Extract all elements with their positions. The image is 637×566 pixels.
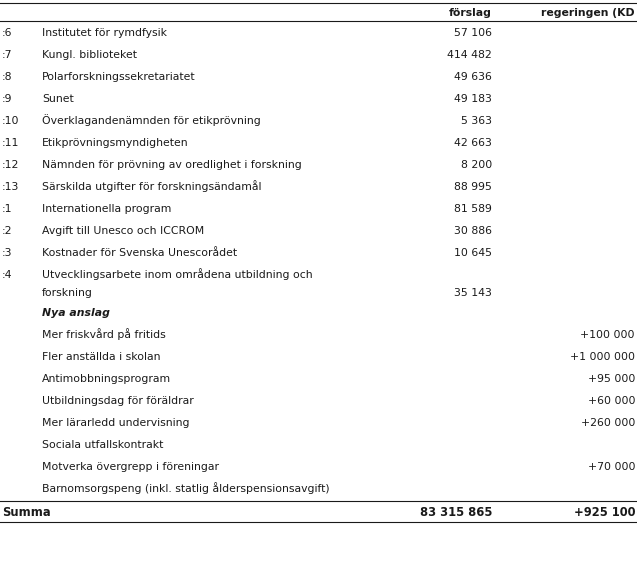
- Text: +100 000: +100 000: [580, 330, 635, 340]
- Text: 35 143: 35 143: [454, 288, 492, 298]
- Text: Nämnden för prövning av oredlighet i forskning: Nämnden för prövning av oredlighet i for…: [42, 160, 302, 170]
- Text: +260 000: +260 000: [580, 418, 635, 428]
- Text: Summa: Summa: [2, 506, 50, 519]
- Text: Överklagandenämnden för etikprövning: Överklagandenämnden för etikprövning: [42, 114, 261, 126]
- Text: 88 995: 88 995: [454, 182, 492, 192]
- Text: regeringen (KD: regeringen (KD: [541, 8, 635, 18]
- Text: 8 200: 8 200: [461, 160, 492, 170]
- Text: +70 000: +70 000: [587, 462, 635, 472]
- Text: +1 000 000: +1 000 000: [570, 352, 635, 362]
- Text: Utbildningsdag för föräldrar: Utbildningsdag för föräldrar: [42, 396, 194, 406]
- Text: 57 106: 57 106: [454, 28, 492, 38]
- Text: :12: :12: [2, 160, 19, 170]
- Text: Kostnader för Svenska Unescorådet: Kostnader för Svenska Unescorådet: [42, 248, 237, 258]
- Text: Fler anställda i skolan: Fler anställda i skolan: [42, 352, 161, 362]
- Text: Sunet: Sunet: [42, 94, 74, 104]
- Text: :13: :13: [2, 182, 19, 192]
- Text: 414 482: 414 482: [447, 50, 492, 60]
- Text: :4: :4: [2, 270, 13, 280]
- Text: 49 636: 49 636: [454, 72, 492, 82]
- Text: Antimobbningsprogram: Antimobbningsprogram: [42, 374, 171, 384]
- Text: :3: :3: [2, 248, 13, 258]
- Text: Internationella program: Internationella program: [42, 204, 171, 214]
- Text: :2: :2: [2, 226, 13, 236]
- Text: :8: :8: [2, 72, 13, 82]
- Text: forskning: forskning: [42, 288, 93, 298]
- Text: Nya anslag: Nya anslag: [42, 308, 110, 318]
- Text: Avgift till Unesco och ICCROM: Avgift till Unesco och ICCROM: [42, 226, 204, 236]
- Text: förslag: förslag: [449, 8, 492, 18]
- Text: 30 886: 30 886: [454, 226, 492, 236]
- Text: Etikprövningsmyndigheten: Etikprövningsmyndigheten: [42, 138, 189, 148]
- Text: 42 663: 42 663: [454, 138, 492, 148]
- Text: 49 183: 49 183: [454, 94, 492, 104]
- Text: 10 645: 10 645: [454, 248, 492, 258]
- Text: :10: :10: [2, 116, 20, 126]
- Text: Sociala utfallskontrakt: Sociala utfallskontrakt: [42, 440, 163, 450]
- Text: :7: :7: [2, 50, 13, 60]
- Text: 5 363: 5 363: [461, 116, 492, 126]
- Text: Polarforskningssekretariatet: Polarforskningssekretariatet: [42, 72, 196, 82]
- Text: Särskilda utgifter för forskningsändamål: Särskilda utgifter för forskningsändamål: [42, 180, 262, 192]
- Text: +60 000: +60 000: [587, 396, 635, 406]
- Text: Utvecklingsarbete inom områdena utbildning och: Utvecklingsarbete inom områdena utbildni…: [42, 268, 313, 280]
- Text: Institutet för rymdfysik: Institutet för rymdfysik: [42, 28, 167, 38]
- Text: :6: :6: [2, 28, 13, 38]
- Text: :9: :9: [2, 94, 13, 104]
- Text: :11: :11: [2, 138, 19, 148]
- Text: 83 315 865: 83 315 865: [420, 506, 492, 519]
- Text: Motverka övergrepp i föreningar: Motverka övergrepp i föreningar: [42, 462, 219, 472]
- Text: +925 100: +925 100: [573, 506, 635, 519]
- Text: 81 589: 81 589: [454, 204, 492, 214]
- Text: +95 000: +95 000: [587, 374, 635, 384]
- Text: Mer friskvård på fritids: Mer friskvård på fritids: [42, 328, 166, 340]
- Text: Mer lärarledd undervisning: Mer lärarledd undervisning: [42, 418, 189, 428]
- Text: :1: :1: [2, 204, 13, 214]
- Text: Barnomsorgspeng (inkl. statlig ålderspensionsavgift): Barnomsorgspeng (inkl. statlig ålderspen…: [42, 482, 329, 494]
- Text: Kungl. biblioteket: Kungl. biblioteket: [42, 50, 137, 60]
